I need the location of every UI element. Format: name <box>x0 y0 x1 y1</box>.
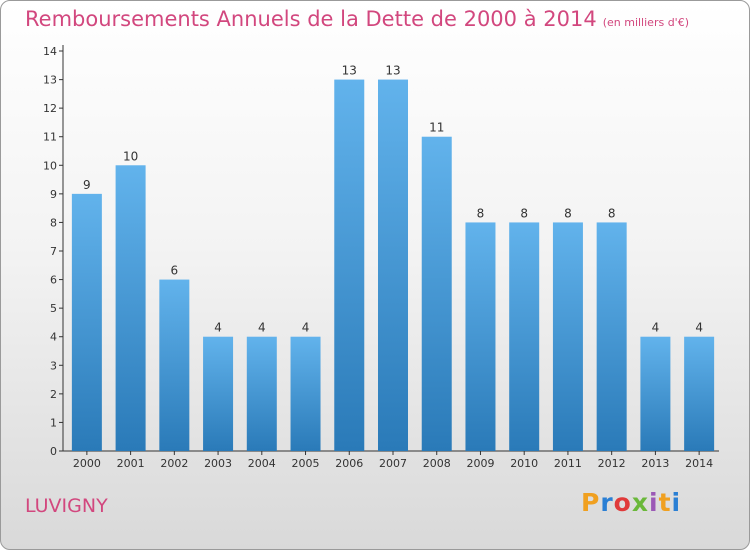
x-tick-label: 2001 <box>117 457 145 470</box>
bar <box>71 193 102 451</box>
x-tick-label: 2005 <box>292 457 320 470</box>
x-tick-label: 2004 <box>248 457 276 470</box>
logo-letter: i <box>649 488 659 517</box>
logo-letter: i <box>671 488 682 517</box>
x-tick-label: 2008 <box>423 457 451 470</box>
bar <box>203 336 234 451</box>
y-tick-label: 0 <box>50 445 57 458</box>
logo-letter: x <box>631 488 649 517</box>
y-tick-label: 13 <box>43 74 57 87</box>
y-tick-label: 9 <box>50 188 57 201</box>
x-tick-label: 2003 <box>204 457 232 470</box>
data-label: 13 <box>342 64 357 78</box>
y-tick-label: 14 <box>43 45 57 58</box>
x-tick-label: 2010 <box>510 457 538 470</box>
bar <box>552 222 583 451</box>
town-name: LUVIGNY <box>25 495 108 517</box>
data-label: 13 <box>385 64 400 78</box>
data-label: 6 <box>171 264 179 278</box>
proxiti-logo: Proxiti <box>581 488 681 517</box>
bar <box>596 222 627 451</box>
y-tick-label: 8 <box>50 216 57 229</box>
y-tick-label: 11 <box>43 131 57 144</box>
x-tick-label: 2002 <box>160 457 188 470</box>
x-tick-label: 2007 <box>379 457 407 470</box>
x-tick-label: 2013 <box>641 457 669 470</box>
unit-label: (en milliers d'€) <box>602 16 689 29</box>
data-label: 4 <box>652 321 660 335</box>
x-tick-label: 2014 <box>685 457 713 470</box>
bar <box>115 165 146 452</box>
y-tick-label: 2 <box>50 388 57 401</box>
bar <box>246 336 277 451</box>
data-label: 8 <box>520 206 528 220</box>
bar <box>509 222 540 451</box>
bar <box>640 336 671 451</box>
data-label: 9 <box>83 178 91 192</box>
data-label: 11 <box>429 121 444 135</box>
y-tick-label: 12 <box>43 102 57 115</box>
y-tick-label: 10 <box>43 159 57 172</box>
logo-letter: t <box>658 488 672 517</box>
bar <box>465 222 496 451</box>
title-text: Remboursements Annuels de la Dette de 20… <box>25 7 597 31</box>
data-label: 8 <box>608 206 616 220</box>
data-label: 4 <box>214 321 222 335</box>
y-tick-label: 4 <box>50 331 57 344</box>
chart-title: Remboursements Annuels de la Dette de 20… <box>25 7 689 31</box>
data-label: 4 <box>695 321 703 335</box>
y-tick-label: 5 <box>50 302 57 315</box>
bar <box>421 136 452 451</box>
y-tick-label: 1 <box>50 416 57 429</box>
x-tick-label: 2012 <box>598 457 626 470</box>
bar <box>684 336 715 451</box>
data-label: 4 <box>258 321 266 335</box>
y-tick-label: 7 <box>50 245 57 258</box>
x-tick-label: 2009 <box>466 457 494 470</box>
x-tick-label: 2000 <box>73 457 101 470</box>
logo-letter: P <box>581 488 601 517</box>
bar <box>334 79 365 452</box>
data-label: 10 <box>123 149 138 163</box>
bar <box>378 79 408 452</box>
x-tick-label: 2011 <box>554 457 582 470</box>
y-tick-label: 3 <box>50 359 57 372</box>
x-tick-label: 2006 <box>335 457 363 470</box>
logo-letter: o <box>613 488 632 517</box>
bar <box>159 279 190 451</box>
data-label: 8 <box>477 206 485 220</box>
logo-letter: r <box>600 488 614 517</box>
data-label: 8 <box>564 206 572 220</box>
y-tick-label: 6 <box>50 274 57 287</box>
bar <box>290 336 321 451</box>
data-label: 4 <box>302 321 310 335</box>
